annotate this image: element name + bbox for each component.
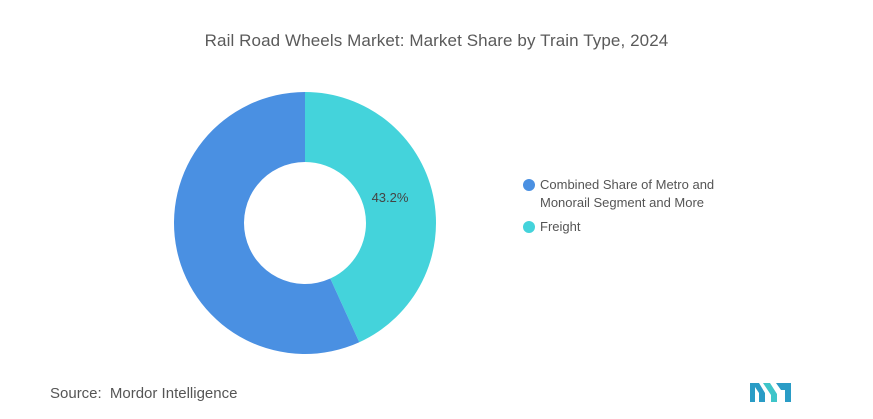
donut-slice-metro-monorail[interactable] bbox=[173, 92, 360, 354]
legend-item-metro-monorail[interactable]: Combined Share of Metro and Monorail Seg… bbox=[523, 176, 763, 212]
mordor-intelligence-logo-icon bbox=[750, 383, 791, 402]
donut-slice-freight[interactable] bbox=[305, 92, 436, 343]
logo-left-shape bbox=[750, 383, 765, 402]
source-value: Mordor Intelligence bbox=[109, 385, 238, 402]
source-key: Source: bbox=[50, 385, 102, 402]
legend-marker-freight bbox=[523, 221, 535, 233]
chart-title: Rail Road Wheels Market: Market Share by… bbox=[204, 31, 669, 50]
source-attribution: Source: Mordor Intelligence bbox=[50, 385, 237, 402]
legend-label-metro-monorail: Combined Share of Metro and Monorail Seg… bbox=[540, 177, 715, 210]
donut-slice-labels: 43.2% bbox=[372, 190, 409, 205]
logo-right-shape bbox=[776, 383, 791, 402]
legend-label-freight: Freight bbox=[540, 219, 581, 234]
donut-slices bbox=[173, 92, 436, 354]
data-label-freight: 43.2% bbox=[372, 190, 409, 205]
logo-middle-shape bbox=[763, 383, 777, 402]
legend-marker-metro-monorail bbox=[523, 179, 535, 191]
donut-chart: 43.2% bbox=[173, 92, 436, 354]
legend-item-freight[interactable]: Freight bbox=[523, 218, 763, 236]
chart-legend: Combined Share of Metro and Monorail Seg… bbox=[523, 176, 763, 242]
